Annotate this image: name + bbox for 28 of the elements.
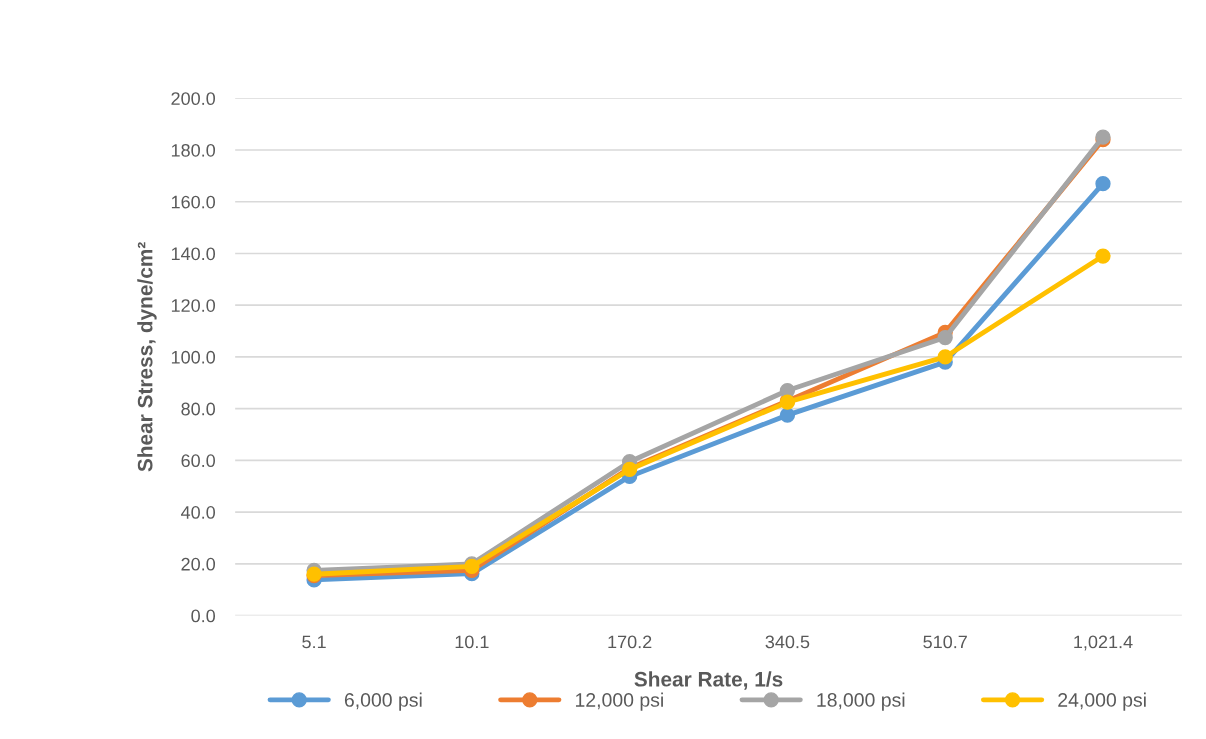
x-tick-label: 170.2 (608, 635, 652, 649)
legend-label: 24,000 psi (1058, 692, 1146, 711)
legend-label: 12,000 psi (575, 692, 663, 711)
point (779, 407, 796, 423)
y-tick-label: 120.0 (171, 299, 216, 312)
y-tick-label: 0.0 (191, 609, 216, 623)
legend-label: 6,000 psi (344, 692, 422, 711)
x-axis-title: Shear Rate, 1/s (634, 671, 783, 690)
legend-label: 18,000 psi (817, 692, 905, 711)
y-axis-title: Shear Stress, dyne/cm² (137, 242, 157, 472)
y-tick-label: 40.0 (181, 506, 216, 519)
point (1095, 176, 1111, 192)
y-tick-label: 60.0 (181, 454, 216, 468)
y-tick-label: 20.0 (181, 557, 216, 571)
x-tick-label: 1,021.4 (1074, 635, 1133, 651)
y-tick-label: 100.0 (171, 350, 216, 364)
x-tick-label: 5.1 (302, 635, 326, 649)
point (1095, 248, 1111, 264)
y-tick-label: 160.0 (171, 195, 216, 209)
y-tick-label: 140.0 (171, 247, 216, 261)
y-tick-label: 200.0 (171, 92, 216, 106)
x-tick-label: 10.1 (455, 635, 489, 649)
x-tick-label: 340.5 (765, 635, 810, 649)
x-tick-label: 510.7 (923, 635, 967, 649)
point (937, 329, 953, 346)
y-tick-label: 80.0 (181, 402, 216, 416)
y-tick-label: 180.0 (171, 143, 216, 157)
point (937, 349, 953, 365)
